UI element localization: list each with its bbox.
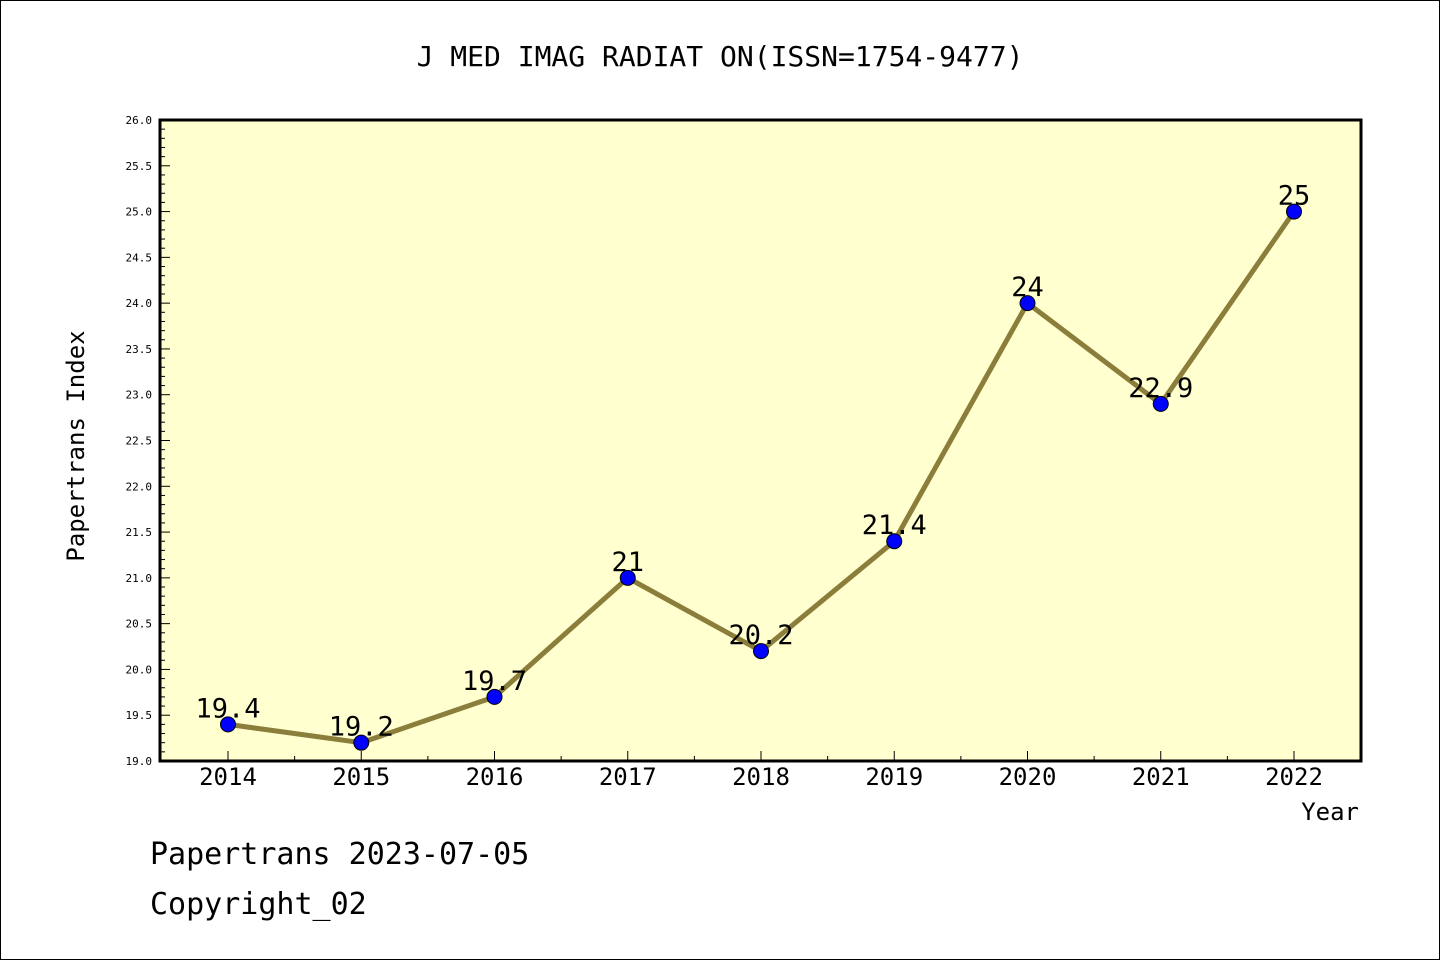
x-tick-label: 2016 — [466, 763, 524, 791]
y-tick-label: 26.0 — [126, 114, 153, 127]
data-point — [486, 688, 503, 705]
plot-area — [158, 118, 1363, 763]
y-tick-label: 24.0 — [126, 297, 153, 310]
y-tick-label: 25.0 — [126, 206, 153, 219]
y-tick-label: 22.0 — [126, 480, 153, 493]
series-line-group: 19.4 19.2 19.7 21 20.2 21.4 24 22.9 25 — [195, 181, 1310, 751]
data-label: 24 — [1011, 272, 1044, 303]
y-tick-label: 23.5 — [126, 343, 153, 356]
y-tick-label: 19.5 — [126, 709, 153, 722]
data-label: 25 — [1278, 181, 1311, 212]
y-tick-label: 24.5 — [126, 251, 153, 264]
x-tick-label: 2014 — [199, 763, 257, 791]
y-tick-label: 25.5 — [126, 160, 153, 173]
data-point — [753, 643, 769, 660]
x-axis: 2014 2015 2016 2017 2018 2019 2020 2021 2022 — [199, 751, 1323, 791]
x-tick-label: 2019 — [865, 763, 923, 791]
y-axis-label: Papertrans Index — [62, 330, 90, 561]
y-tick-label: 19.0 — [126, 755, 153, 768]
data-point — [1019, 295, 1036, 312]
x-tick-label: 2021 — [1132, 763, 1190, 791]
footer-date: Papertrans 2023-07-05 — [150, 837, 529, 872]
data-label: 21 — [611, 547, 644, 578]
data-point — [1152, 395, 1169, 412]
data-label: 21.4 — [862, 510, 927, 541]
y-tick-label: 21.0 — [126, 572, 153, 585]
y-tick-label: 20.5 — [126, 618, 153, 631]
y-tick-label: 22.5 — [126, 435, 153, 448]
data-label: 19.2 — [329, 712, 394, 743]
data-point — [220, 716, 236, 733]
data-label: 19.7 — [462, 666, 527, 697]
data-label: 22.9 — [1128, 373, 1193, 404]
x-tick-label: 2018 — [732, 763, 790, 791]
data-point — [353, 734, 370, 751]
x-tick-label: 2017 — [599, 763, 657, 791]
data-point — [1286, 203, 1302, 220]
data-label: 19.4 — [195, 693, 260, 724]
x-tick-label: 2015 — [332, 763, 390, 791]
y-tick-label: 23.0 — [126, 389, 153, 402]
chart-title: J MED IMAG RADIAT ON(ISSN=1754-9477) — [417, 40, 1024, 73]
data-point — [619, 569, 636, 586]
x-tick-label: 2022 — [1265, 763, 1323, 791]
data-point — [886, 533, 903, 550]
x-tick-label: 2020 — [999, 763, 1057, 791]
y-tick-label: 20.0 — [126, 663, 153, 676]
y-tick-label: 21.5 — [126, 526, 153, 539]
y-axis: 19.0 19.5 20.0 20.5 21.0 21.5 22.0 22.5 23.0 23.5… — [126, 114, 170, 768]
x-axis-label: Year — [1301, 798, 1359, 826]
footer-copyright: Copyright_02 — [150, 887, 367, 922]
data-label: 20.2 — [728, 620, 793, 651]
